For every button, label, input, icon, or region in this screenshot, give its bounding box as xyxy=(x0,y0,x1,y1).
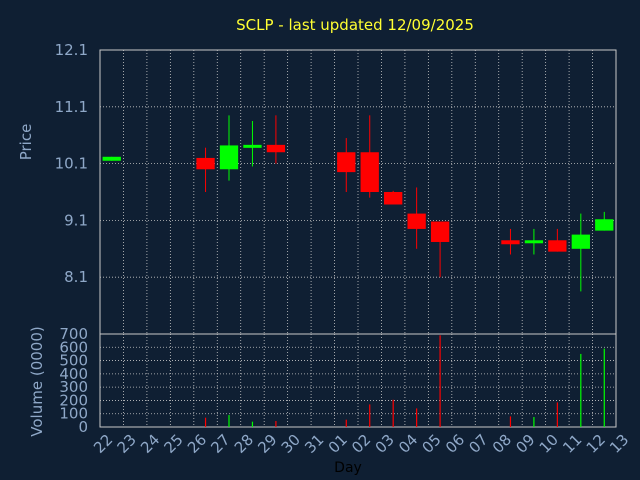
candle-body xyxy=(548,240,567,252)
x-tick-label: 12 xyxy=(583,431,609,457)
volume-tick-label: 400 xyxy=(59,365,88,383)
candle-body xyxy=(266,144,286,153)
price-tick-label: 10.1 xyxy=(55,155,88,173)
x-tick-label: 13 xyxy=(606,431,632,457)
candle-body xyxy=(501,240,520,245)
x-tick-label: 31 xyxy=(301,431,327,457)
x-tick-label: 08 xyxy=(489,431,515,457)
candle-body xyxy=(430,221,450,242)
candle-body xyxy=(384,192,403,205)
volume-tick-label: 200 xyxy=(59,391,88,409)
x-tick-label: 09 xyxy=(512,431,538,457)
x-tick-label: 02 xyxy=(348,431,374,457)
x-tick-label: 11 xyxy=(559,431,585,457)
price-tick-label: 12.1 xyxy=(55,41,88,59)
x-tick-label: 06 xyxy=(442,431,468,457)
candle-body xyxy=(337,152,356,173)
price-axis-label: Price xyxy=(17,124,35,161)
x-tick-label: 28 xyxy=(231,431,257,457)
volume-tick-label: 300 xyxy=(59,378,88,396)
x-tick-label: 24 xyxy=(137,431,163,457)
candle-body xyxy=(219,145,239,170)
volume-plot-frame xyxy=(99,333,617,428)
x-tick-label: 05 xyxy=(419,431,445,457)
candle-body xyxy=(524,240,544,244)
candle-body xyxy=(243,144,262,148)
candle-body xyxy=(407,213,426,229)
x-tick-label: 04 xyxy=(395,431,421,457)
volume-tick-label: 500 xyxy=(59,352,88,370)
price-tick-label: 9.1 xyxy=(64,211,88,229)
candle-body xyxy=(102,156,121,161)
price-panel: 12.1 11.1 10.1 9.1 8.1 xyxy=(55,41,617,335)
volume-tick-label: 100 xyxy=(59,405,88,423)
x-tick-label: 26 xyxy=(184,431,210,457)
x-axis-label: Day xyxy=(334,460,362,476)
x-tick-label: 03 xyxy=(372,431,398,457)
volume-tick-label: 700 xyxy=(59,325,88,343)
x-tick-label: 07 xyxy=(465,431,491,457)
x-tick-label: 30 xyxy=(278,431,304,457)
x-tick-label: 25 xyxy=(161,431,187,457)
x-tick-label: 10 xyxy=(536,431,562,457)
candle-body xyxy=(595,219,614,231)
x-tick-label: 01 xyxy=(325,431,351,457)
x-tick-label: 27 xyxy=(207,431,233,457)
x-tick-label: 23 xyxy=(114,431,140,457)
price-tick-label: 8.1 xyxy=(64,268,88,286)
volume-tick-label: 0 xyxy=(78,418,88,436)
volume-tick-label: 600 xyxy=(59,338,88,356)
candle-body xyxy=(571,234,590,249)
candle-body xyxy=(196,157,215,170)
volume-axis-label: Volume (0000) xyxy=(28,326,46,436)
price-tick-label: 11.1 xyxy=(55,98,88,116)
x-axis: 2223242526272829303101020304050607080910… xyxy=(90,431,632,457)
chart-title: SCLP - last updated 12/09/2025 xyxy=(236,16,474,34)
x-tick-label: 22 xyxy=(90,431,116,457)
candle-body xyxy=(360,152,379,192)
x-tick-label: 29 xyxy=(254,431,280,457)
